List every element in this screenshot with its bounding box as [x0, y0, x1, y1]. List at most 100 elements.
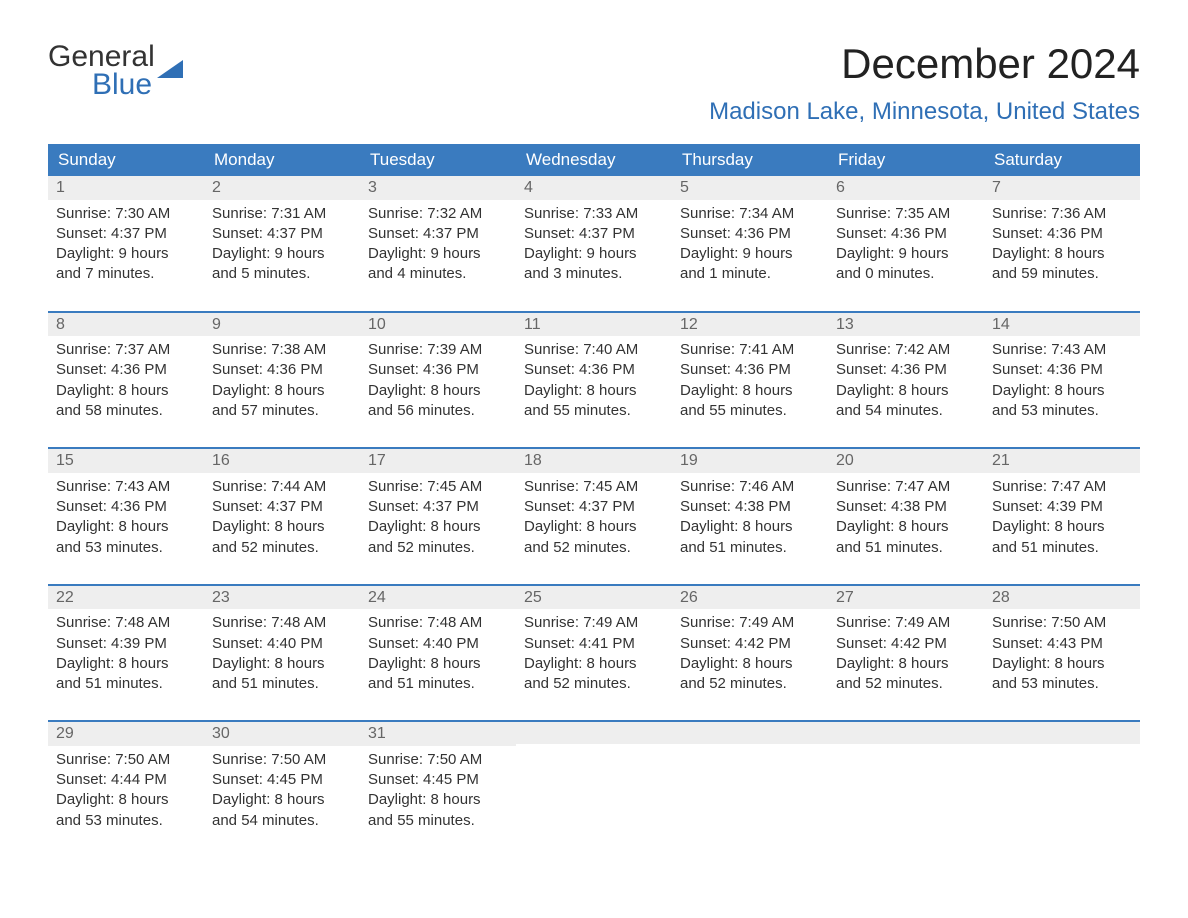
- sunrise-line: Sunrise: 7:49 AM: [836, 613, 976, 633]
- daylight-line2: and 51 minutes.: [212, 674, 352, 694]
- title-block: December 2024 Madison Lake, Minnesota, U…: [709, 40, 1140, 126]
- day-number: 27: [828, 586, 984, 610]
- daylight-line2: and 52 minutes.: [836, 674, 976, 694]
- sunrise-line: Sunrise: 7:43 AM: [992, 340, 1132, 360]
- sunrise-line: Sunrise: 7:44 AM: [212, 477, 352, 497]
- weekday-header-row: SundayMondayTuesdayWednesdayThursdayFrid…: [48, 144, 1140, 176]
- sunrise-line: Sunrise: 7:46 AM: [680, 477, 820, 497]
- day-cell: 10Sunrise: 7:39 AMSunset: 4:36 PMDayligh…: [360, 313, 516, 430]
- sunrise-line: Sunrise: 7:48 AM: [56, 613, 196, 633]
- day-number: 16: [204, 449, 360, 473]
- day-number: 12: [672, 313, 828, 337]
- page-title: December 2024: [709, 40, 1140, 88]
- daylight-line2: and 58 minutes.: [56, 401, 196, 421]
- daylight-line2: and 51 minutes.: [368, 674, 508, 694]
- calendar-grid: SundayMondayTuesdayWednesdayThursdayFrid…: [48, 144, 1140, 839]
- day-cell: 11Sunrise: 7:40 AMSunset: 4:36 PMDayligh…: [516, 313, 672, 430]
- weekday-header: Wednesday: [516, 144, 672, 176]
- sunrise-line: Sunrise: 7:32 AM: [368, 204, 508, 224]
- sunset-line: Sunset: 4:38 PM: [836, 497, 976, 517]
- sunset-line: Sunset: 4:36 PM: [836, 360, 976, 380]
- day-cell: 1Sunrise: 7:30 AMSunset: 4:37 PMDaylight…: [48, 176, 204, 293]
- sunrise-line: Sunrise: 7:47 AM: [992, 477, 1132, 497]
- sunrise-line: Sunrise: 7:42 AM: [836, 340, 976, 360]
- sunrise-line: Sunrise: 7:50 AM: [212, 750, 352, 770]
- sunset-line: Sunset: 4:37 PM: [212, 497, 352, 517]
- location-subtitle: Madison Lake, Minnesota, United States: [709, 98, 1140, 126]
- daylight-line1: Daylight: 8 hours: [680, 381, 820, 401]
- sunset-line: Sunset: 4:36 PM: [368, 360, 508, 380]
- daylight-line1: Daylight: 8 hours: [992, 381, 1132, 401]
- daylight-line1: Daylight: 9 hours: [368, 244, 508, 264]
- day-number: 17: [360, 449, 516, 473]
- daylight-line2: and 57 minutes.: [212, 401, 352, 421]
- brand-logo: General Blue: [48, 40, 183, 102]
- sunset-line: Sunset: 4:36 PM: [524, 360, 664, 380]
- day-number: 13: [828, 313, 984, 337]
- daylight-line2: and 55 minutes.: [368, 811, 508, 831]
- flag-icon: [157, 52, 183, 74]
- sunrise-line: Sunrise: 7:49 AM: [524, 613, 664, 633]
- day-number: 3: [360, 176, 516, 200]
- daylight-line1: Daylight: 8 hours: [836, 381, 976, 401]
- weekday-header: Saturday: [984, 144, 1140, 176]
- sunset-line: Sunset: 4:45 PM: [368, 770, 508, 790]
- sunrise-line: Sunrise: 7:49 AM: [680, 613, 820, 633]
- day-cell: 4Sunrise: 7:33 AMSunset: 4:37 PMDaylight…: [516, 176, 672, 293]
- day-cell: [516, 722, 672, 839]
- day-number: 1: [48, 176, 204, 200]
- week-row: 29Sunrise: 7:50 AMSunset: 4:44 PMDayligh…: [48, 720, 1140, 839]
- day-number: 20: [828, 449, 984, 473]
- day-cell: 6Sunrise: 7:35 AMSunset: 4:36 PMDaylight…: [828, 176, 984, 293]
- weeks-container: 1 Sunrise: 7:30 AM Sunset: 4:37 PM Daylight…: [48, 176, 1140, 839]
- sunrise-line: Sunrise: 7:43 AM: [56, 477, 196, 497]
- sunrise-line: Sunrise: 7:50 AM: [56, 750, 196, 770]
- daylight-line2: and 52 minutes.: [524, 538, 664, 558]
- day-cell: 2Sunrise: 7:31 AMSunset: 4:37 PMDaylight…: [204, 176, 360, 293]
- daylight-line1: Daylight: 8 hours: [212, 381, 352, 401]
- sunrise-line: Sunrise: 7:31 AM: [212, 204, 352, 224]
- day-number: 6: [828, 176, 984, 200]
- daylight-line1: Daylight: 8 hours: [368, 654, 508, 674]
- sunrise-line: Sunrise: 7:30 AM: [56, 204, 196, 224]
- day-cell: 21Sunrise: 7:47 AMSunset: 4:39 PMDayligh…: [984, 449, 1140, 566]
- day-number: 10: [360, 313, 516, 337]
- daylight-line1: Daylight: 8 hours: [992, 517, 1132, 537]
- day-number: 22: [48, 586, 204, 610]
- day-cell: 20Sunrise: 7:47 AMSunset: 4:38 PMDayligh…: [828, 449, 984, 566]
- daylight-line2: and 53 minutes.: [992, 674, 1132, 694]
- sunrise-line: Sunrise: 7:41 AM: [680, 340, 820, 360]
- day-cell: 29Sunrise: 7:50 AMSunset: 4:44 PMDayligh…: [48, 722, 204, 839]
- daylight-line1: Daylight: 8 hours: [56, 381, 196, 401]
- sunrise-line: Sunrise: 7:45 AM: [368, 477, 508, 497]
- daylight-line2: and 0 minutes.: [836, 264, 976, 284]
- day-cell: 30Sunrise: 7:50 AMSunset: 4:45 PMDayligh…: [204, 722, 360, 839]
- day-number: 24: [360, 586, 516, 610]
- day-number: 23: [204, 586, 360, 610]
- day-number: 5: [672, 176, 828, 200]
- day-cell: 24Sunrise: 7:48 AMSunset: 4:40 PMDayligh…: [360, 586, 516, 703]
- sunset-line: Sunset: 4:36 PM: [212, 360, 352, 380]
- daylight-line1: Daylight: 8 hours: [56, 790, 196, 810]
- daylight-line1: Daylight: 9 hours: [56, 244, 196, 264]
- day-cell: 13 Sunrise: 7:42 AMSunset: 4:36 PMDayligh…: [828, 313, 984, 430]
- daylight-line2: and 54 minutes.: [836, 401, 976, 421]
- daylight-line1: Daylight: 9 hours: [680, 244, 820, 264]
- day-number: 4: [516, 176, 672, 200]
- day-number: [984, 722, 1140, 744]
- day-cell: 27Sunrise: 7:49 AMSunset: 4:42 PMDayligh…: [828, 586, 984, 703]
- sunset-line: Sunset: 4:45 PM: [212, 770, 352, 790]
- day-number: 26: [672, 586, 828, 610]
- daylight-line2: and 3 minutes.: [524, 264, 664, 284]
- daylight-line1: Daylight: 8 hours: [212, 790, 352, 810]
- weekday-header: Friday: [828, 144, 984, 176]
- day-cell: 15Sunrise: 7:43 AMSunset: 4:36 PMDayligh…: [48, 449, 204, 566]
- day-cell: 25Sunrise: 7:49 AMSunset: 4:41 PMDayligh…: [516, 586, 672, 703]
- sunset-line: Sunset: 4:38 PM: [680, 497, 820, 517]
- daylight-line2: and 52 minutes.: [680, 674, 820, 694]
- daylight-line2: and 1 minute.: [680, 264, 820, 284]
- day-cell: 23Sunrise: 7:48 AMSunset: 4:40 PMDayligh…: [204, 586, 360, 703]
- brand-line2: Blue: [92, 68, 152, 102]
- sunset-line: Sunset: 4:36 PM: [992, 360, 1132, 380]
- day-number: [672, 722, 828, 744]
